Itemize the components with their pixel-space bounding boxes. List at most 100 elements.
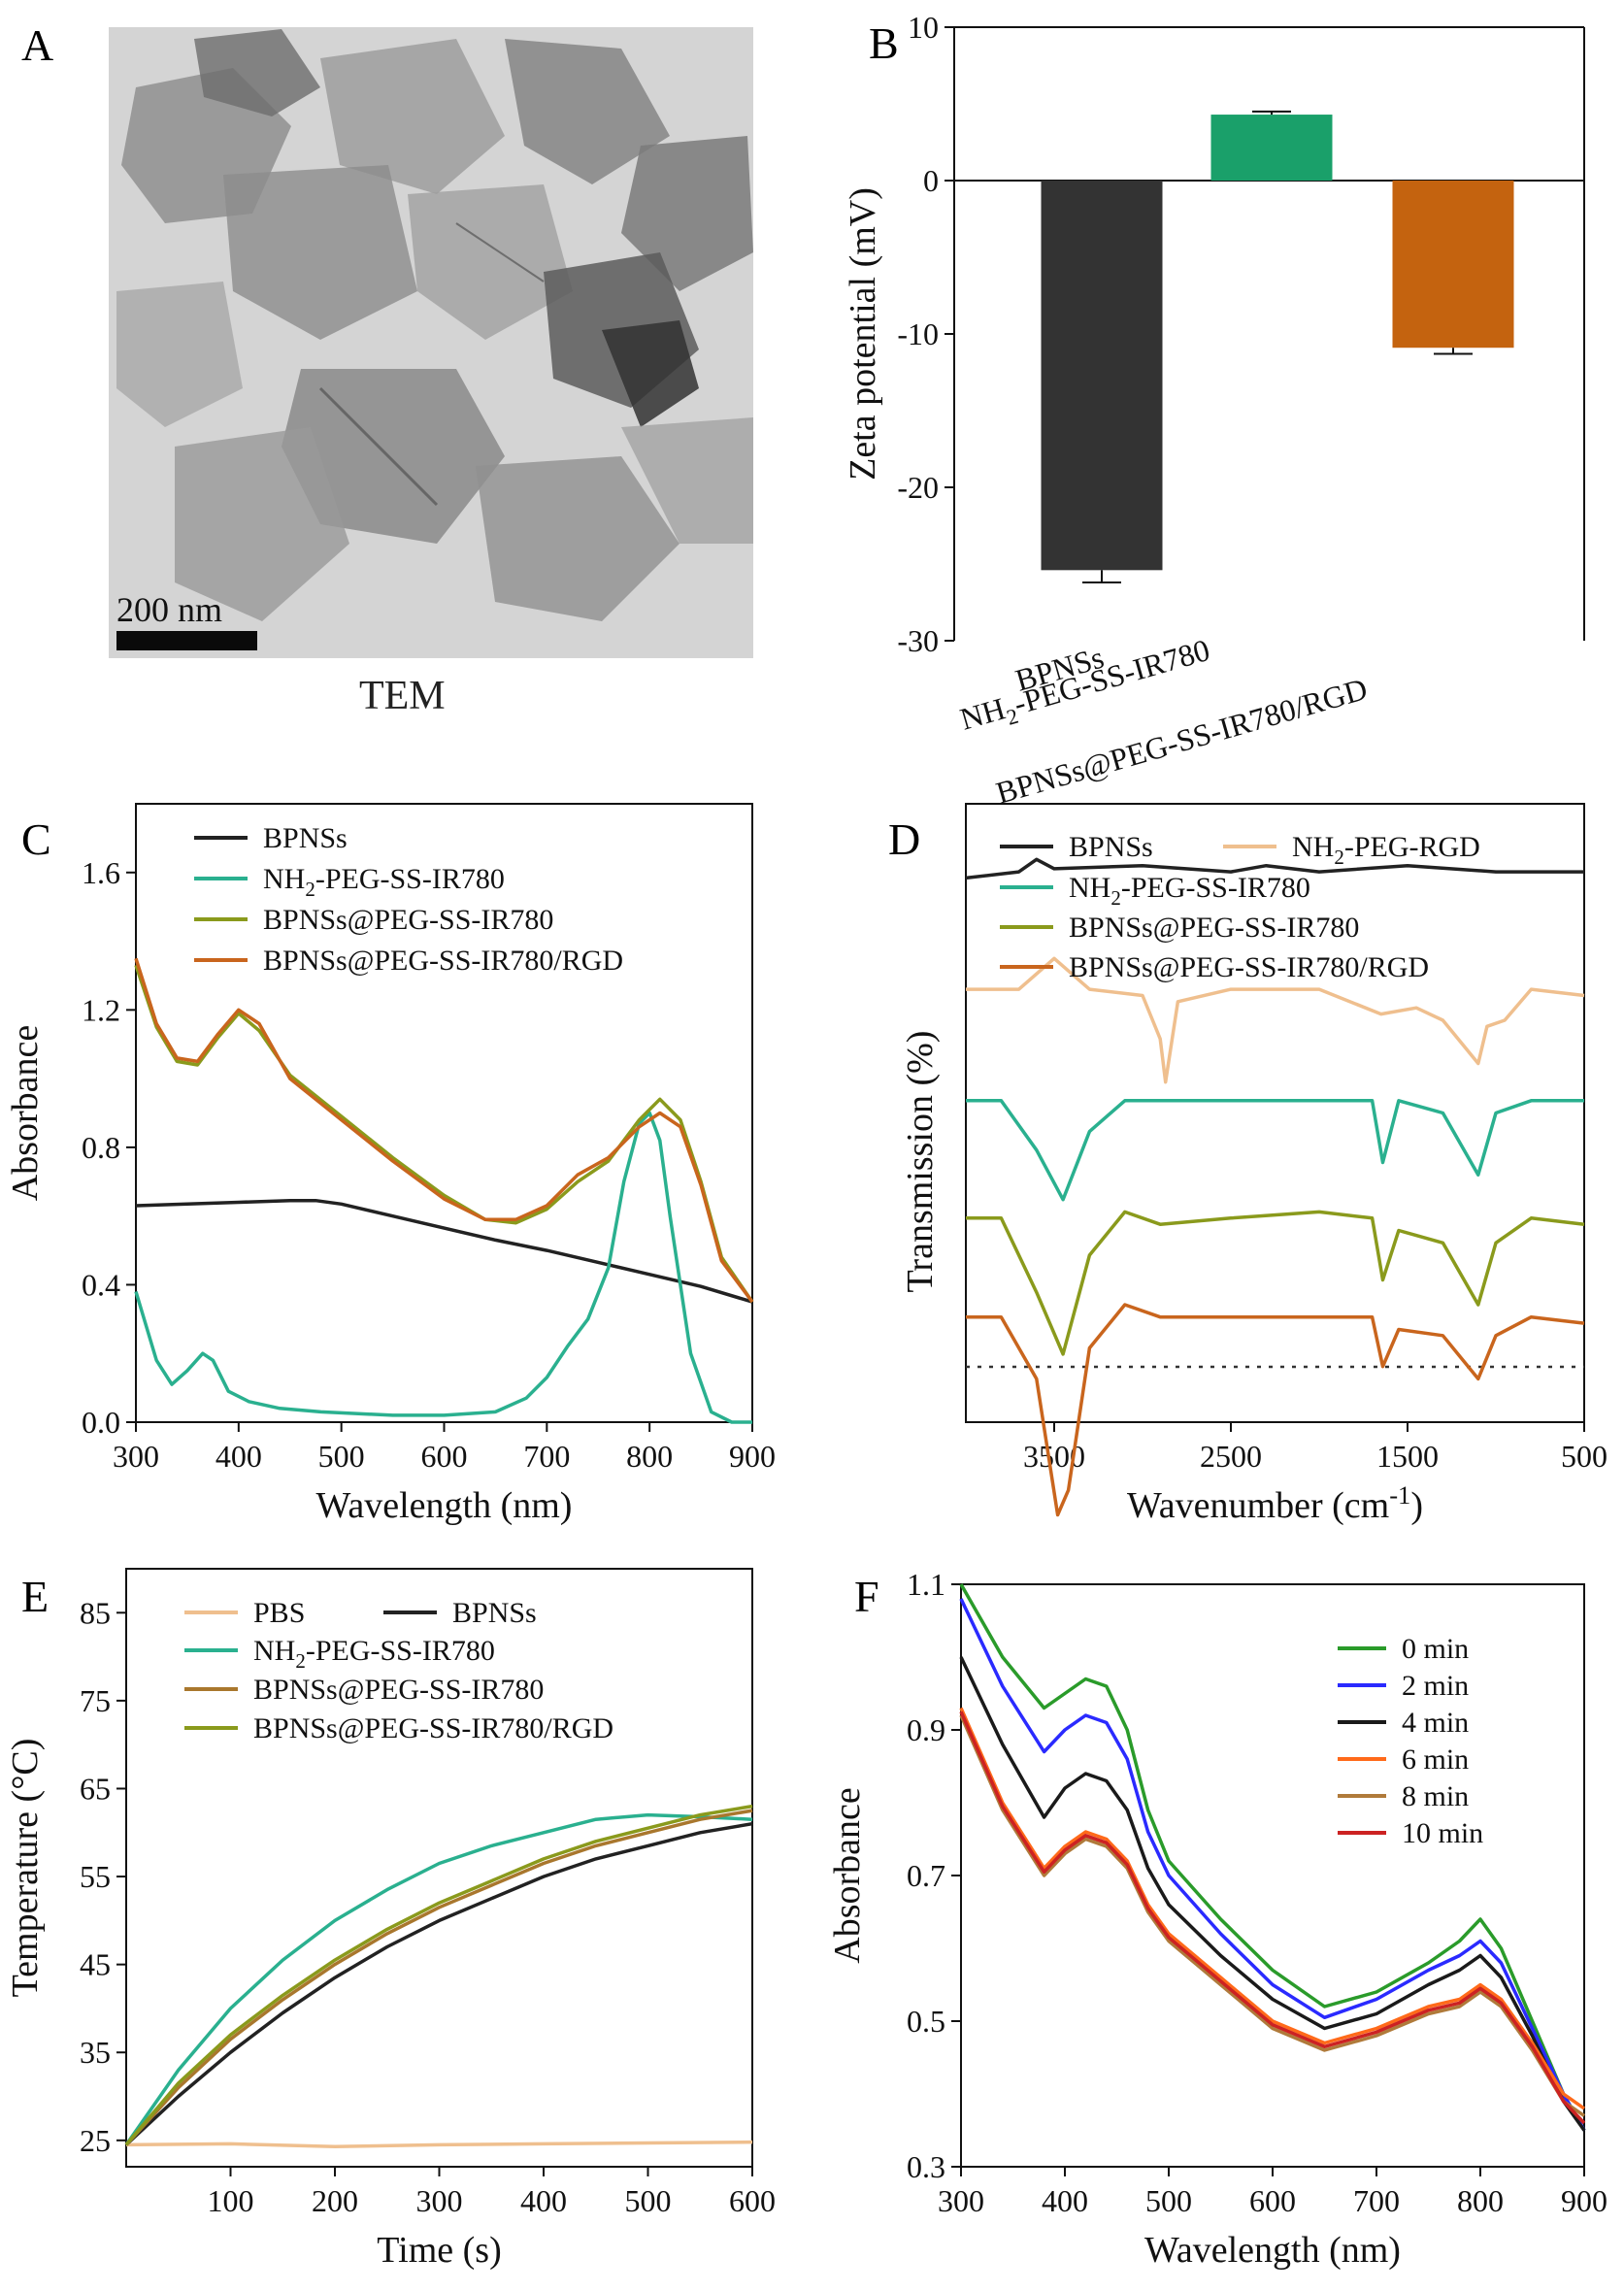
x-tick-label: 500 [318,1439,365,1474]
x-axis-label: Wavelength (nm) [1144,2230,1401,2271]
x-tick-label: 700 [1353,2183,1400,2218]
y-tick-label: 10 [908,10,939,45]
x-tick-label: 500 [1561,1439,1607,1474]
y-axis-label: Zeta potential (mV) [843,187,883,481]
series-line [124,1804,753,2146]
legend-label: 6 min [1402,1743,1469,1776]
series-line [124,1809,753,2146]
x-tick-label: 2500 [1200,1439,1262,1474]
legend-label: NH2-PEG-SS-IR780 [253,1635,495,1673]
y-tick-label: 25 [80,2123,111,2158]
y-tick-label: 0.4 [82,1267,120,1302]
series-line [966,1303,1585,1517]
series-line [125,2140,753,2148]
panel-e: E 100 200 300 400 500 600 25 35 45 55 65 75 85 Time (… [5,1568,776,2271]
y-tick-label: 35 [80,2035,111,2070]
panel-letter-c: C [21,814,51,864]
y-tick-label: 0 [923,163,939,198]
y-tick-label: 55 [80,1859,111,1894]
y-tick-label: 1.2 [82,992,120,1027]
legend-label: NH2-PEG-SS-IR780 [1069,872,1310,910]
series-line [135,1198,753,1304]
y-axis-label: Absorbance [827,1787,868,1963]
legend-label: BPNSs@PEG-SS-IR780/RGD [1069,951,1429,983]
legend-label: 4 min [1402,1707,1469,1739]
x-tick-label: 800 [1457,2183,1504,2218]
y-tick-label: 85 [80,1595,111,1630]
y-tick-label: 45 [80,1947,111,1982]
legend-label: BPNSs [1069,831,1153,863]
legend-label: BPNSs@PEG-SS-IR780 [253,1674,544,1706]
legend-label: NH2-PEG-SS-IR780 [263,863,505,901]
panel-letter-f: F [854,1572,879,1621]
panel-letter-e: E [21,1572,49,1621]
scale-bar-label: 200 nm [116,590,222,629]
y-axis-label: Transmission (%) [900,1031,941,1293]
legend-label: BPNSs [452,1597,537,1629]
series-line [959,1656,1586,2132]
panel-letter-b: B [869,18,899,68]
y-tick-label: 75 [80,1683,111,1718]
series-line [966,1099,1584,1202]
legend-label: BPNSs@PEG-SS-IR780/RGD [263,945,623,977]
series-line [966,956,1585,1084]
series-line [966,1210,1585,1356]
x-tick-label: 600 [1249,2183,1296,2218]
scale-bar [116,631,257,650]
y-tick-label: 0.8 [82,1130,120,1165]
x-axis-label: Wavelength (nm) [316,1485,573,1526]
legend-label: 8 min [1402,1780,1469,1812]
x-tick-label: 800 [626,1439,673,1474]
series-line [959,1707,1586,2110]
x-tick-label: 400 [520,2183,567,2218]
x-tick-label: 300 [416,2183,463,2218]
bar [1041,181,1163,571]
x-tick-label: 600 [421,1439,468,1474]
series-line [959,1714,1586,2117]
legend-label: 0 min [1402,1633,1469,1665]
panel-f: F 300 400 500 600 700 800 900 0.3 0.5 0.7 0.9 1.1 Wa… [827,1567,1607,2271]
plot-frame [960,1583,1585,2168]
series-line [959,1583,1586,2132]
x-tick-label: 600 [729,2183,776,2218]
bar [1210,115,1333,181]
legend-label: 10 min [1402,1817,1483,1849]
series-line [134,964,754,1304]
x-tick-label: 300 [113,1439,159,1474]
series-line [124,1812,753,2146]
y-tick-label: -10 [897,316,939,351]
y-tick-label: -30 [897,623,939,658]
legend-label: PBS [253,1597,305,1629]
x-tick-label: 900 [729,1439,776,1474]
y-axis-label: Temperature (°C) [5,1739,46,1998]
panel-c: C 300 400 500 600 700 800 900 0.0 0.4 0.8 1.2 1.6 Wa… [5,803,776,1526]
x-tick-label: 500 [1145,2183,1192,2218]
panel-a: A 200 nm TEM [21,20,753,718]
y-tick-label: 0.3 [907,2149,945,2184]
y-tick-label: -20 [897,470,939,505]
legend-label: BPNSs@PEG-SS-IR780 [1069,912,1359,944]
y-tick-label: 65 [80,1771,111,1806]
y-tick-label: 0.5 [907,2004,945,2039]
series-line [959,1598,1586,2132]
x-tick-label: 400 [215,1439,262,1474]
series-line [124,1821,753,2146]
legend-label: NH2-PEG-RGD [1292,831,1480,869]
x-tick-label: 700 [523,1439,570,1474]
legend-label: 2 min [1402,1670,1469,1702]
y-tick-label: 0.0 [82,1405,120,1440]
series-line [134,1111,752,1424]
legend-label: BPNSs@PEG-SS-IR780 [263,904,553,936]
y-tick-label: 0.7 [907,1858,945,1893]
y-tick-label: 0.9 [907,1712,945,1747]
series-line [959,1710,1586,2125]
x-tick-label: 900 [1561,2183,1607,2218]
legend-label: BPNSs@PEG-SS-IR780/RGD [253,1712,613,1744]
plot-frame [965,803,1585,1423]
x-axis-label: Wavenumber (cm-1) [1127,1480,1423,1526]
x-axis-label: Time (s) [377,2230,501,2271]
series-line [965,857,1584,880]
x-tick-label: 1500 [1376,1439,1439,1474]
